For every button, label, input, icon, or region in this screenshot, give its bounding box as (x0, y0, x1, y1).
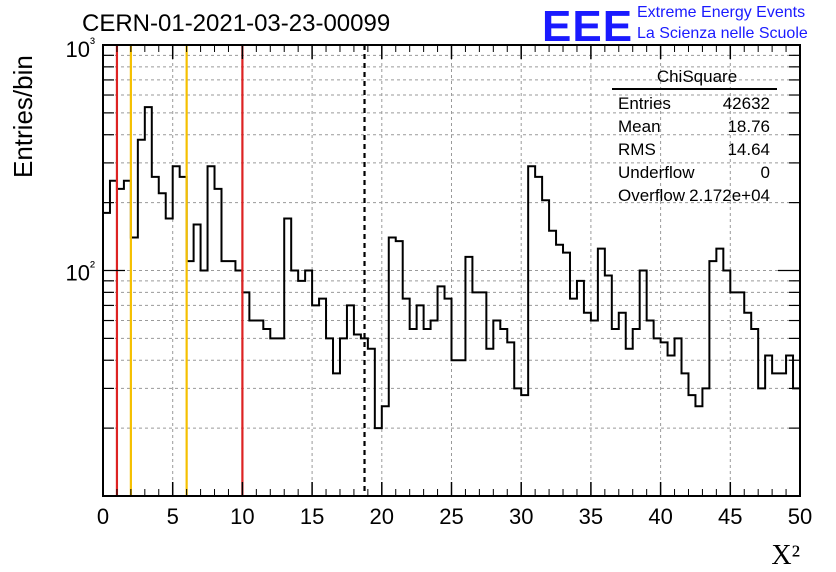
x-tick-label: 10 (230, 504, 254, 529)
x-tick-label: 20 (370, 504, 394, 529)
stats-value: 18.76 (727, 117, 770, 136)
eee-logo: EEE (542, 2, 634, 51)
stats-key: Underflow (618, 163, 695, 182)
stats-key: RMS (618, 140, 656, 159)
stats-value: 2.172e+04 (689, 186, 770, 205)
chart-title: CERN-01-2021-03-23-00099 (82, 10, 391, 37)
x-tick-label: 5 (167, 504, 179, 529)
x-tick-label: 30 (509, 504, 533, 529)
histogram-line (103, 106, 800, 430)
x-tick-label: 35 (579, 504, 603, 529)
x-axis-label: X² (771, 540, 800, 571)
logo-line-1: Extreme Energy Events (637, 4, 806, 21)
x-tick-label: 45 (718, 504, 742, 529)
y-axis-label: Entries/bin (8, 55, 38, 178)
x-tick-label: 25 (439, 504, 463, 529)
x-tick-label: 50 (788, 504, 812, 529)
stats-key: Overflow (618, 186, 686, 205)
axis-ticks (102, 44, 801, 497)
x-tick-label: 40 (648, 504, 672, 529)
stats-value: 42632 (722, 94, 770, 113)
x-tick-label: 15 (300, 504, 324, 529)
stats-value: 0 (760, 163, 770, 182)
axis-tick-labels: 0 5 10 15 20 25 30 35 40 45 50 10² 10³ (66, 35, 813, 529)
stats-box: ChiSquare Entries 42632 Mean 18.76 RMS 1… (612, 62, 782, 205)
histogram-step-path (103, 106, 800, 430)
x-tick-label: 0 (97, 504, 109, 529)
stats-key: Mean (618, 117, 661, 136)
stats-key: Entries (618, 94, 671, 113)
logo-line-2: La Scienza nelle Scuole (637, 25, 808, 42)
y-tick-label: 10² (66, 259, 95, 286)
stats-value: 14.64 (727, 140, 770, 159)
stats-title: ChiSquare (656, 67, 738, 86)
y-tick-label: 10³ (66, 35, 95, 62)
stats-divider (612, 88, 777, 90)
